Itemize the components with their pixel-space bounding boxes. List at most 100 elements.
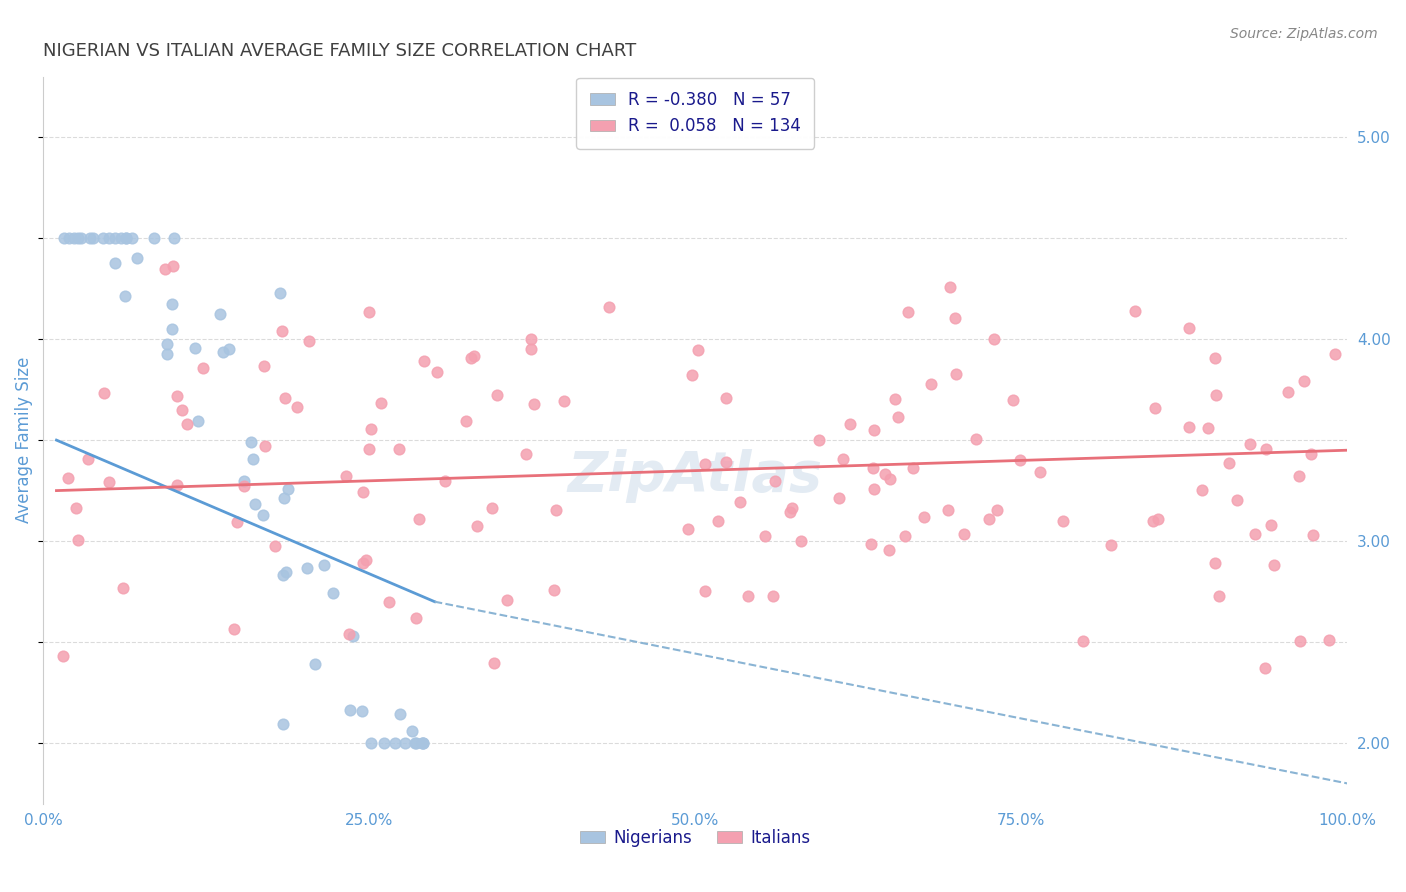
Italians — [408, 512, 430, 526]
Italians — [681, 368, 703, 382]
Italians — [879, 471, 901, 485]
Italians — [1010, 453, 1032, 467]
Italians — [354, 553, 377, 567]
Italians — [520, 333, 543, 347]
Italians — [977, 512, 1000, 526]
Italians — [832, 451, 855, 466]
Italians — [65, 500, 87, 515]
Nigerians — [412, 736, 434, 750]
Italians — [98, 475, 121, 489]
Italians — [76, 452, 98, 467]
Italians — [357, 442, 380, 457]
Italians — [1260, 518, 1282, 533]
Italians — [166, 389, 188, 403]
Italians — [884, 392, 907, 407]
Italians — [153, 262, 176, 277]
Italians — [1191, 483, 1213, 497]
Nigerians — [412, 736, 434, 750]
Italians — [162, 259, 184, 273]
Italians — [706, 514, 728, 528]
Text: Source: ZipAtlas.com: Source: ZipAtlas.com — [1230, 27, 1378, 41]
Nigerians — [79, 231, 101, 245]
Italians — [714, 391, 737, 405]
Italians — [1244, 526, 1267, 541]
Italians — [1071, 634, 1094, 648]
Italians — [965, 433, 987, 447]
Italians — [943, 311, 966, 326]
Italians — [1144, 401, 1167, 416]
Italians — [496, 592, 519, 607]
Italians — [790, 533, 813, 548]
Italians — [920, 377, 942, 392]
Nigerians — [339, 703, 361, 717]
Nigerians — [277, 482, 299, 496]
Italians — [912, 510, 935, 524]
Nigerians — [389, 707, 412, 722]
Italians — [1226, 492, 1249, 507]
Nigerians — [404, 736, 426, 750]
Italians — [1317, 633, 1340, 648]
Italians — [678, 522, 700, 536]
Nigerians — [269, 286, 291, 301]
Italians — [688, 343, 710, 357]
Nigerians — [121, 231, 143, 245]
Italians — [1101, 538, 1123, 552]
Nigerians — [352, 704, 374, 718]
Nigerians — [104, 255, 127, 269]
Nigerians — [304, 657, 326, 671]
Italians — [901, 461, 924, 475]
Nigerians — [405, 736, 427, 750]
Nigerians — [91, 231, 114, 245]
Nigerians — [114, 231, 136, 245]
Nigerians — [342, 629, 364, 643]
Nigerians — [242, 451, 264, 466]
Italians — [1239, 436, 1261, 450]
Italians — [523, 396, 546, 410]
Italians — [1142, 514, 1164, 528]
Italians — [360, 422, 382, 436]
Italians — [862, 482, 884, 496]
Italians — [481, 500, 503, 515]
Italians — [875, 467, 897, 482]
Italians — [894, 529, 917, 543]
Italians — [352, 484, 374, 499]
Nigerians — [155, 336, 177, 351]
Text: NIGERIAN VS ITALIAN AVERAGE FAMILY SIZE CORRELATION CHART: NIGERIAN VS ITALIAN AVERAGE FAMILY SIZE … — [44, 42, 637, 60]
Italians — [1263, 558, 1285, 572]
Italians — [953, 527, 976, 541]
Italians — [828, 491, 851, 506]
Italians — [254, 439, 277, 453]
Italians — [695, 584, 717, 599]
Italians — [1323, 347, 1346, 361]
Italians — [754, 529, 776, 543]
Italians — [66, 533, 89, 548]
Nigerians — [384, 736, 406, 750]
Nigerians — [58, 231, 80, 245]
Italians — [1254, 442, 1277, 456]
Nigerians — [276, 566, 298, 580]
Italians — [485, 388, 508, 402]
Italians — [1208, 589, 1230, 603]
Italians — [897, 305, 920, 319]
Italians — [1288, 468, 1310, 483]
Italians — [1302, 528, 1324, 542]
Italians — [1178, 420, 1201, 434]
Italians — [264, 539, 287, 553]
Italians — [945, 368, 967, 382]
Italians — [297, 334, 319, 348]
Nigerians — [187, 414, 209, 428]
Nigerians — [160, 322, 183, 336]
Italians — [413, 353, 436, 368]
Nigerians — [212, 345, 235, 359]
Italians — [1289, 633, 1312, 648]
Nigerians — [67, 231, 90, 245]
Italians — [222, 622, 245, 636]
Italians — [779, 505, 801, 519]
Italians — [1205, 388, 1227, 402]
Italians — [270, 325, 292, 339]
Italians — [463, 349, 485, 363]
Italians — [285, 400, 308, 414]
Italians — [226, 515, 249, 529]
Italians — [460, 351, 482, 365]
Italians — [1197, 421, 1219, 435]
